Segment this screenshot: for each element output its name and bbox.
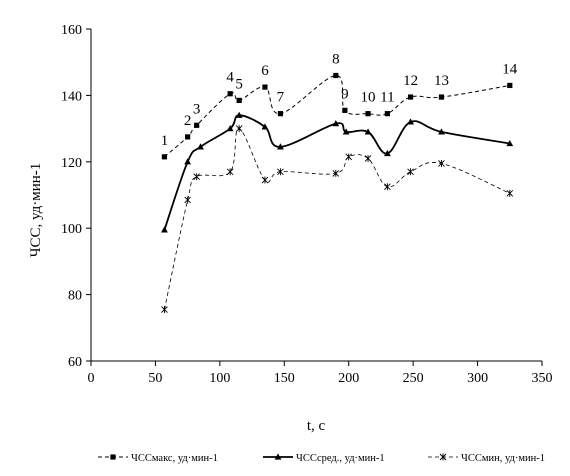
point-label: 4	[226, 70, 234, 86]
y-tick-label: 80	[68, 289, 82, 304]
triangle-marker	[332, 120, 340, 127]
point-label: 2	[184, 113, 192, 129]
square-marker	[333, 72, 339, 79]
legend-entry-3: ЧССмин, уд·мин-1	[428, 453, 545, 464]
star-marker	[184, 196, 191, 204]
square-marker	[277, 111, 284, 117]
axes: 60 80 100 120 140 160 0 50 100 150 200 250 300 350	[61, 23, 553, 386]
star-marker	[439, 453, 447, 461]
series-3	[161, 125, 514, 314]
x-tick-label: 150	[274, 371, 295, 386]
triangle-marker	[342, 128, 350, 135]
square-marker	[194, 122, 200, 128]
legend-entry-2: ЧССсред., уд·мин-1	[263, 453, 385, 464]
square-marker	[438, 94, 445, 100]
series-line	[164, 128, 510, 310]
square-marker	[365, 111, 371, 117]
legend: ЧССмакс, уд·мин-1 ЧССсред., уд·мин-1 ЧССми…	[98, 453, 545, 464]
triangle-marker	[274, 453, 282, 460]
point-label: 12	[403, 73, 418, 89]
star-marker	[384, 183, 391, 191]
y-tick-label: 160	[61, 23, 82, 38]
point-label: 13	[434, 73, 449, 89]
triangle-marker	[235, 111, 243, 118]
star-marker	[161, 306, 168, 314]
y-tick-label: 140	[61, 89, 82, 104]
triangle-marker	[277, 143, 284, 150]
triangle-marker	[407, 118, 414, 125]
square-marker	[262, 84, 268, 90]
series-2	[161, 111, 514, 233]
x-tick-label: 50	[148, 371, 162, 386]
square-marker	[227, 91, 233, 97]
point-label: 5	[235, 76, 243, 92]
triangle-marker	[184, 158, 192, 165]
star-marker	[261, 176, 269, 184]
square-marker	[185, 134, 191, 140]
triangle-marker	[438, 128, 445, 135]
x-tick-label: 200	[338, 371, 359, 386]
series-1	[161, 72, 513, 160]
square-marker	[161, 154, 168, 160]
point-label: 11	[380, 90, 394, 106]
point-label: 3	[193, 101, 201, 117]
star-marker	[193, 173, 200, 181]
x-tick-label: 350	[532, 371, 553, 386]
point-label: 9	[341, 86, 349, 102]
square-marker	[342, 107, 348, 113]
star-marker	[364, 154, 372, 162]
star-marker	[438, 159, 445, 167]
triangle-marker	[161, 226, 168, 233]
legend-label: ЧССсред., уд·мин-1	[296, 453, 385, 464]
square-marker	[407, 94, 414, 100]
point-label: 8	[332, 51, 340, 67]
legend-entry-1: ЧССмакс, уд·мин-1	[98, 453, 218, 464]
x-tick-label: 250	[403, 371, 424, 386]
y-tick-label: 100	[61, 222, 82, 237]
x-axis-title: t, c	[307, 418, 326, 434]
triangle-marker	[383, 149, 391, 157]
series-line	[164, 74, 510, 158]
triangle-marker	[261, 123, 269, 130]
square-marker	[507, 82, 513, 89]
triangle-marker	[197, 143, 204, 150]
square-marker	[110, 454, 116, 460]
star-marker	[345, 153, 353, 161]
point-label: 10	[361, 90, 376, 106]
legend-label: ЧССмакс, уд·мин-1	[131, 453, 218, 464]
star-marker	[277, 168, 284, 176]
point-label: 6	[261, 63, 269, 79]
star-marker	[235, 125, 243, 133]
legend-label: ЧССмин, уд·мин-1	[461, 453, 545, 464]
triangle-marker	[226, 125, 234, 132]
point-label: 14	[502, 61, 518, 77]
triangle-marker	[364, 128, 372, 135]
x-tick-label: 300	[467, 371, 488, 386]
star-marker	[506, 189, 514, 197]
series-layer	[161, 72, 514, 314]
triangle-marker	[506, 139, 514, 147]
square-marker	[384, 111, 390, 117]
x-tick-label: 0	[88, 371, 95, 386]
y-tick-label: 120	[61, 156, 82, 171]
square-marker	[236, 97, 242, 103]
y-axis-title: ЧСС, уд·мин-1	[28, 163, 44, 257]
star-marker	[226, 168, 234, 176]
star-marker	[407, 168, 414, 176]
star-marker	[332, 169, 340, 177]
point-label: 1	[161, 133, 169, 149]
y-tick-label: 60	[68, 355, 82, 370]
x-tick-label: 100	[209, 371, 230, 386]
point-label: 7	[277, 90, 285, 106]
